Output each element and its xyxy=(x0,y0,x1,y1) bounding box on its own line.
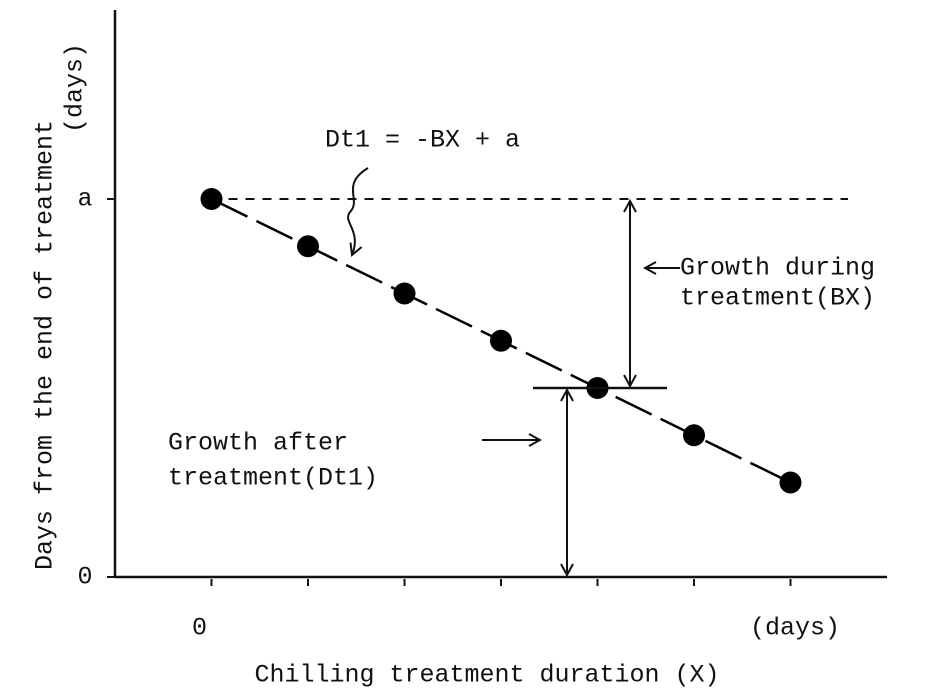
x-axis-label: Chilling treatment duration (X) xyxy=(254,661,719,690)
annotation: treatment(Dt1) xyxy=(168,464,378,493)
y-tick-label: 0 xyxy=(77,563,92,592)
equation: Dt1 = -BX + a xyxy=(325,126,520,155)
data-point xyxy=(779,471,802,494)
y-tick-label: a xyxy=(77,185,92,214)
x-axis-unit: (days) xyxy=(750,614,840,643)
annotation: treatment(BX) xyxy=(680,284,875,313)
data-point xyxy=(490,329,512,352)
data-point xyxy=(393,282,416,305)
y-axis-unit: (days) xyxy=(61,43,90,133)
leader xyxy=(347,167,369,255)
data-point xyxy=(200,188,223,210)
annotation: Growth after xyxy=(168,429,348,458)
x-tick-label: 0 xyxy=(192,614,207,643)
data-point xyxy=(683,424,705,447)
y-axis-label: Days from the end of treatment xyxy=(31,120,60,570)
annotation: Growth during xyxy=(680,254,875,283)
data-point xyxy=(297,235,319,258)
